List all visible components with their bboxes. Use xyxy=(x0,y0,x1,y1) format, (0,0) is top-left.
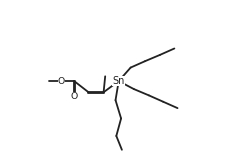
Text: O: O xyxy=(58,77,65,86)
Text: Sn: Sn xyxy=(113,76,125,86)
Text: O: O xyxy=(71,93,78,101)
